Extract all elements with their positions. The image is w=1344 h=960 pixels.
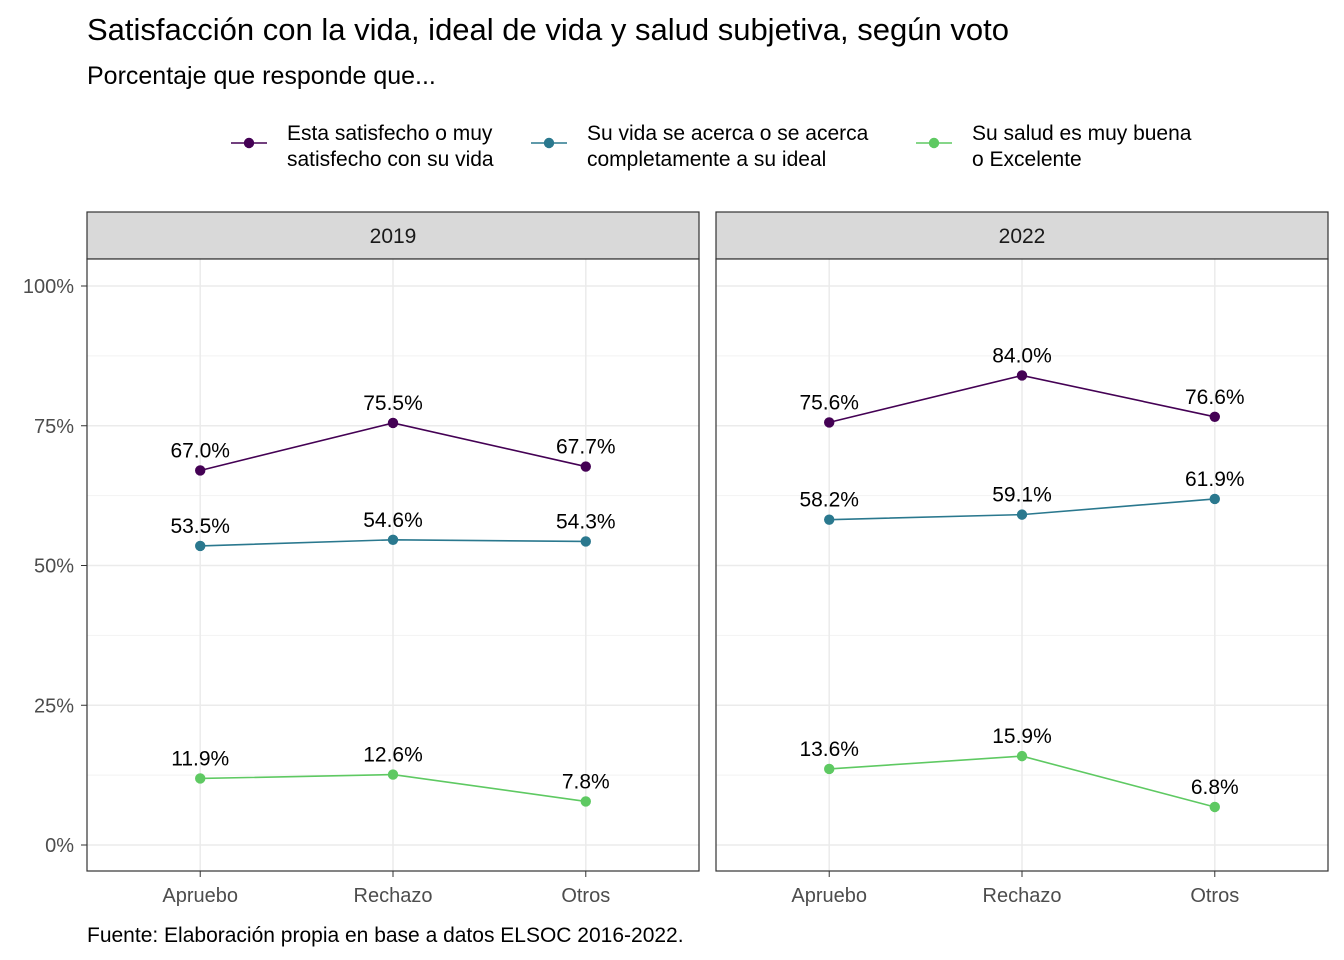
data-point	[388, 535, 398, 545]
chart-title: Satisfacción con la vida, ideal de vida …	[87, 12, 1009, 47]
data-point	[581, 461, 591, 471]
legend-label: satisfecho con su vida	[287, 148, 494, 171]
data-label: 7.8%	[562, 770, 610, 793]
data-point	[1210, 494, 1220, 504]
legend-item: Esta satisfecho o muy satisfecho con su v…	[231, 122, 494, 171]
x-tick-label: Otros	[561, 885, 610, 907]
y-tick-label: 100%	[23, 276, 74, 298]
data-label: 54.6%	[363, 509, 423, 532]
y-tick-label: 75%	[34, 416, 74, 438]
legend-item: Su vida se acerca o se acerca completamen…	[531, 122, 869, 171]
data-point	[388, 418, 398, 428]
data-point	[824, 764, 834, 774]
legend-label: Su vida se acerca o se acerca	[587, 122, 869, 145]
panels: 2019 67.0% 75.5% 67.7% 53.5% 54.6% 54.3% 11.9% 1…	[87, 212, 1328, 907]
data-label: 58.2%	[799, 489, 859, 512]
data-label: 61.9%	[1185, 468, 1245, 491]
panel-2022: 2022 75.6% 84.0% 76.6% 58.2% 59.1% 61.9% 13.6% 1…	[716, 212, 1328, 907]
data-label: 59.1%	[992, 484, 1052, 507]
data-label: 75.6%	[799, 391, 859, 414]
y-axis: 0% 25% 50% 75% 100%	[23, 276, 87, 857]
data-label: 76.6%	[1185, 386, 1245, 409]
chart-subtitle: Porcentaje que responde que...	[87, 62, 436, 90]
data-point	[1017, 751, 1027, 761]
x-tick-label: Otros	[1190, 885, 1239, 907]
data-label: 84.0%	[992, 344, 1052, 367]
facet-strip-label: 2019	[370, 225, 417, 248]
facet-strip-label: 2022	[999, 225, 1046, 248]
chart-caption: Fuente: Elaboración propia en base a dat…	[87, 924, 684, 947]
data-label: 6.8%	[1191, 776, 1239, 799]
legend-key-point	[544, 138, 554, 148]
data-label: 54.3%	[556, 510, 616, 533]
data-label: 12.6%	[363, 744, 423, 767]
data-point	[388, 769, 398, 779]
legend-label: completamente a su ideal	[587, 148, 826, 171]
legend: Esta satisfecho o muy satisfecho con su v…	[231, 122, 1192, 171]
data-label: 15.9%	[992, 725, 1052, 748]
y-tick-label: 50%	[34, 556, 74, 578]
data-point	[581, 796, 591, 806]
legend-label: o Excelente	[972, 148, 1082, 171]
x-tick-label: Rechazo	[354, 885, 433, 907]
legend-label: Su salud es muy buena	[972, 122, 1192, 145]
legend-item: Su salud es muy buena o Excelente	[916, 122, 1192, 171]
data-label: 67.7%	[556, 436, 616, 459]
data-point	[1017, 370, 1027, 380]
y-tick-label: 25%	[34, 695, 74, 717]
data-label: 13.6%	[799, 738, 859, 761]
x-tick-label: Apruebo	[791, 885, 867, 907]
data-point	[195, 541, 205, 551]
data-point	[824, 417, 834, 427]
data-label: 53.5%	[170, 515, 230, 538]
data-label: 75.5%	[363, 392, 423, 415]
y-tick-label: 0%	[45, 835, 74, 857]
data-point	[195, 773, 205, 783]
x-tick-label: Apruebo	[162, 885, 238, 907]
data-point	[1210, 802, 1220, 812]
panel-2019: 2019 67.0% 75.5% 67.7% 53.5% 54.6% 54.3% 11.9% 1…	[87, 212, 699, 907]
data-label: 11.9%	[171, 747, 229, 770]
data-label: 67.0%	[170, 439, 230, 462]
data-point	[824, 514, 834, 524]
data-point	[1210, 412, 1220, 422]
data-point	[195, 465, 205, 475]
legend-key-point	[929, 138, 939, 148]
legend-key-point	[244, 138, 254, 148]
x-tick-label: Rechazo	[983, 885, 1062, 907]
data-point	[1017, 509, 1027, 519]
data-point	[581, 536, 591, 546]
legend-label: Esta satisfecho o muy	[287, 122, 493, 145]
